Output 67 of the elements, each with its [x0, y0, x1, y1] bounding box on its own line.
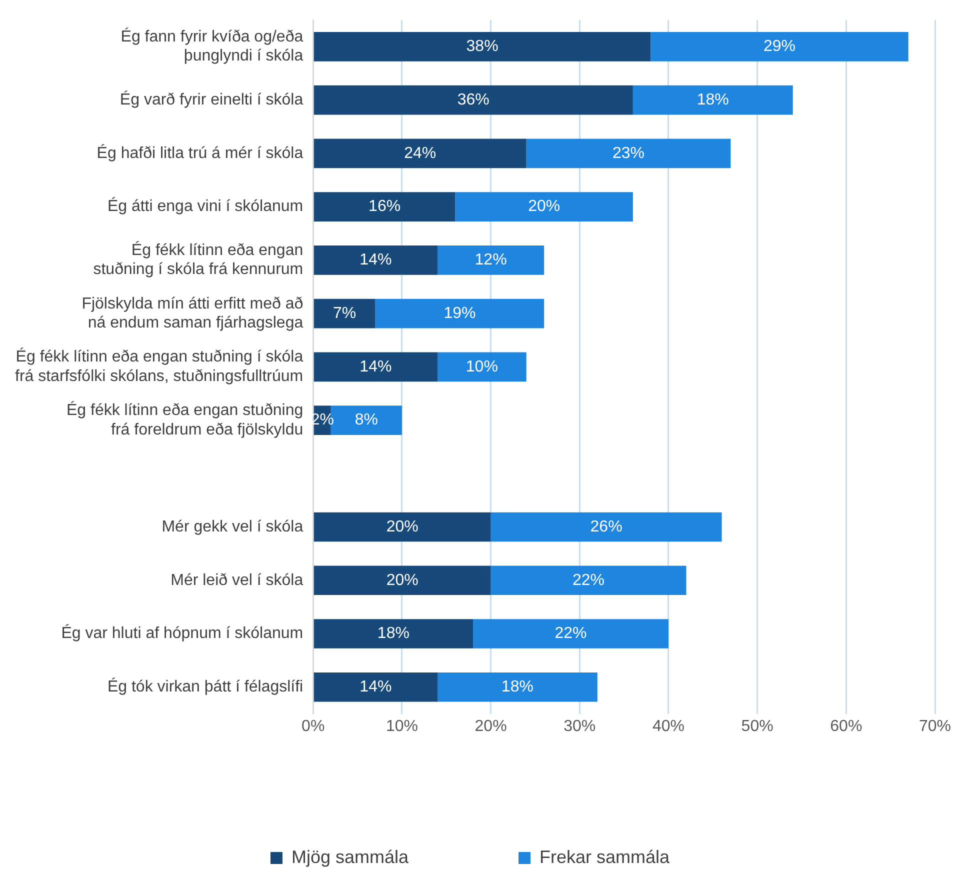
x-tick-label: 70% [918, 718, 952, 735]
data-label: 20% [386, 518, 418, 536]
bar [314, 672, 438, 702]
data-label: 29% [764, 38, 796, 56]
y-tick-label: Ég hafði litla trú á mér í skóla [96, 144, 304, 162]
data-label: 8% [354, 412, 378, 429]
data-label: 14% [360, 358, 392, 376]
data-label: 18% [696, 91, 729, 108]
data-label: 38% [466, 38, 498, 56]
legend-label: Frekar sammála [540, 846, 671, 867]
bar [650, 32, 908, 62]
y-tick-label: Ég tók virkan þátt í félagslífi [107, 678, 304, 696]
bar [437, 352, 526, 382]
y-tick-label: Ég fann fyrir kvíða og/eða þunglyndi í skóla [120, 27, 304, 65]
bar [314, 192, 456, 222]
legend-label: Mjög sammála [291, 846, 410, 867]
data-label: 18% [501, 678, 534, 696]
bar [314, 512, 491, 542]
x-tick-label: 20% [474, 718, 507, 735]
data-label: 10% [466, 358, 498, 376]
data-label: 26% [590, 518, 622, 536]
data-label: 24% [404, 144, 436, 162]
data-label: 23% [612, 144, 645, 162]
bar [314, 32, 651, 62]
x-tick-label: 60% [830, 718, 862, 735]
x-tick-label: 40% [652, 718, 684, 735]
bar [473, 619, 668, 648]
bar [375, 298, 544, 328]
bar [490, 512, 722, 542]
bar [314, 619, 474, 648]
bar [632, 85, 793, 115]
y-tick-label: Ég varð fyrir einelti í skóla [120, 90, 304, 108]
data-label: 36% [457, 91, 490, 108]
y-tick-label: Mér gekk vel í skóla [162, 518, 304, 536]
data-label: 20% [528, 198, 560, 216]
bar [455, 192, 633, 222]
y-tick-label: Mér leið vel í skóla [170, 572, 304, 589]
data-label: 7% [333, 304, 356, 322]
data-label: 18% [377, 625, 410, 642]
y-tick-label: Ég fékk lítinn eða engan stuðning í skóla frá starfsfólki skólans, stuðningsfulltrúum [14, 348, 304, 385]
bar [314, 138, 526, 168]
x-tick-label: 50% [741, 718, 774, 735]
bar [314, 298, 376, 328]
bar [314, 352, 438, 382]
y-tick-label: Ég fékk lítinn eða engan stuðning frá foreldrum eða fjölskyldu [66, 401, 304, 438]
bar [437, 672, 598, 702]
bar [314, 245, 438, 275]
data-label: 20% [386, 572, 418, 589]
x-tick-label: 0% [302, 718, 325, 735]
bar [526, 138, 731, 168]
bar [490, 566, 686, 596]
data-label: 14% [360, 678, 392, 696]
y-tick-label: Fjölskylda mín átti erfitt með að ná endum saman fjárhagslega [82, 295, 304, 332]
data-label: 22% [554, 625, 587, 642]
data-label: 16% [368, 198, 401, 216]
x-tick-label: 10% [386, 718, 418, 735]
data-label: 14% [360, 252, 392, 269]
y-tick-label: Ég var hluti af hópnum í skólanum [61, 624, 304, 642]
x-tick-label: 30% [564, 718, 596, 735]
y-tick-label: Ég átti enga vini í skólanum [107, 197, 304, 216]
bar [437, 245, 544, 275]
data-label: 22% [572, 572, 605, 589]
data-label: 19% [444, 304, 476, 322]
bar [314, 85, 633, 115]
bar [314, 566, 491, 596]
y-tick-label: Ég fékk lítinn eða engan stuðning í skóla frá kennurum [93, 240, 304, 278]
data-label: 12% [474, 252, 507, 269]
